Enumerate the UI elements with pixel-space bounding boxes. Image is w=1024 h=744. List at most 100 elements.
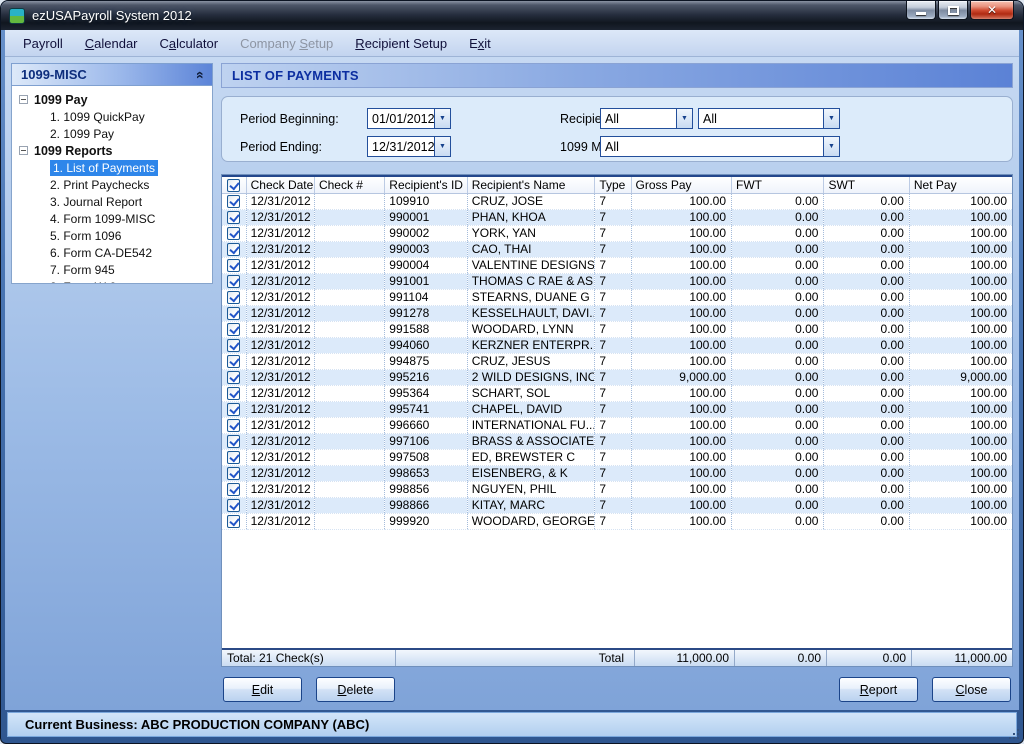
row-checkbox[interactable] <box>227 355 241 368</box>
col-recipient-name[interactable]: Recipient's Name <box>466 175 595 194</box>
expander-icon[interactable] <box>19 146 28 155</box>
tree-item-label[interactable]: 7. Form 945 <box>50 262 115 277</box>
tree-item-1099-pay[interactable]: 1099 Pay <box>17 91 210 108</box>
dropdown-arrow-icon[interactable]: ▼ <box>434 137 450 156</box>
tree-item-label[interactable]: 2. 1099 Pay <box>50 126 115 141</box>
tree-item-1099-reports[interactable]: 1099 Reports <box>17 142 210 159</box>
tree-item-label[interactable]: 5. Form 1096 <box>50 228 122 243</box>
row-checkbox[interactable] <box>227 211 241 224</box>
row-checkbox[interactable] <box>227 499 241 512</box>
period-beginning-value[interactable]: 01/01/2012 <box>372 111 434 126</box>
row-checkbox[interactable] <box>227 195 241 208</box>
select-all-checkbox[interactable] <box>227 178 241 192</box>
row-checkbox[interactable] <box>227 307 241 320</box>
tree-item-label[interactable]: 1. List of Payments <box>50 159 159 176</box>
row-checkbox-cell[interactable] <box>222 433 247 450</box>
row-checkbox-cell[interactable] <box>222 257 247 274</box>
table-row[interactable]: 12/31/2012 997106 BRASS & ASSOCIATES 7 1… <box>222 433 1012 450</box>
tree-item-8-form-w-9[interactable]: 8. Form W-9 <box>17 278 210 284</box>
tree-item-label[interactable]: 6. Form CA-DE542 <box>50 245 153 260</box>
table-row[interactable]: 12/31/2012 997508 ED, BREWSTER C 7 100.0… <box>222 449 1012 466</box>
tree-item-label[interactable]: 8. Form W-9 <box>50 280 116 284</box>
table-row[interactable]: 12/31/2012 990001 PHAN, KHOA 7 100.00 0.… <box>222 209 1012 226</box>
tree-item-label[interactable]: 4. Form 1099-MISC <box>50 211 156 226</box>
row-checkbox-cell[interactable] <box>222 417 247 434</box>
row-checkbox[interactable] <box>227 403 241 416</box>
tree-item-label[interactable]: 3. Journal Report <box>50 194 143 209</box>
row-checkbox[interactable] <box>227 227 241 240</box>
edit-button[interactable]: Edit <box>223 677 302 702</box>
table-row[interactable]: 12/31/2012 994060 KERZNER ENTERPR... 7 1… <box>222 337 1012 354</box>
row-checkbox-cell[interactable] <box>222 353 247 370</box>
resize-grip[interactable] <box>1008 728 1020 740</box>
close-window-button[interactable]: ✕ <box>970 1 1014 20</box>
table-row[interactable]: 12/31/2012 991588 WOODARD, LYNN 7 100.00… <box>222 321 1012 338</box>
row-checkbox[interactable] <box>227 435 241 448</box>
select-all-cell[interactable] <box>222 175 247 194</box>
row-checkbox-cell[interactable] <box>222 497 247 514</box>
table-row[interactable]: 12/31/2012 995216 2 WILD DESIGNS, INC 7 … <box>222 369 1012 386</box>
col-type[interactable]: Type <box>594 175 632 194</box>
row-checkbox[interactable] <box>227 323 241 336</box>
period-ending-input[interactable]: 12/31/2012 ▼ <box>367 136 451 157</box>
table-row[interactable]: 12/31/2012 995364 SCHART, SOL 7 100.00 0… <box>222 385 1012 402</box>
sidebar-header[interactable]: 1099-MISC « <box>11 63 213 86</box>
tree-item-4-form-1099-misc[interactable]: 4. Form 1099-MISC <box>17 210 210 227</box>
row-checkbox-cell[interactable] <box>222 369 247 386</box>
col-gross-pay[interactable]: Gross Pay <box>630 175 732 194</box>
table-row[interactable]: 12/31/2012 994875 CRUZ, JESUS 7 100.00 0… <box>222 353 1012 370</box>
row-checkbox[interactable] <box>227 339 241 352</box>
dropdown-arrow-icon[interactable]: ▼ <box>676 109 692 128</box>
row-checkbox-cell[interactable] <box>222 305 247 322</box>
period-ending-value[interactable]: 12/31/2012 <box>372 139 434 154</box>
row-checkbox-cell[interactable] <box>222 289 247 306</box>
table-row[interactable]: 12/31/2012 998856 NGUYEN, PHIL 7 100.00 … <box>222 481 1012 498</box>
row-checkbox[interactable] <box>227 275 241 288</box>
table-row[interactable]: 12/31/2012 995741 CHAPEL, DAVID 7 100.00… <box>222 401 1012 418</box>
tree-item-1-list-of-payments[interactable]: 1. List of Payments <box>17 159 210 176</box>
row-checkbox[interactable] <box>227 387 241 400</box>
menu-item-exit[interactable]: Exit <box>469 35 491 51</box>
col-fwt[interactable]: FWT <box>731 175 824 194</box>
table-row[interactable]: 12/31/2012 990004 VALENTINE DESIGNS 7 10… <box>222 257 1012 274</box>
row-checkbox-cell[interactable] <box>222 193 247 210</box>
table-row[interactable]: 12/31/2012 109910 CRUZ, JOSE 7 100.00 0.… <box>222 193 1012 210</box>
col-swt[interactable]: SWT <box>823 175 910 194</box>
tree-item-label[interactable]: 1099 Reports <box>34 143 113 158</box>
col-net-pay[interactable]: Net Pay <box>908 175 1012 194</box>
tree-item-label[interactable]: 2. Print Paychecks <box>50 177 150 192</box>
menu-item-calculator[interactable]: Calculator <box>159 35 219 51</box>
misc-type-value[interactable]: All <box>605 139 619 154</box>
table-row[interactable]: 12/31/2012 990002 YORK, YAN 7 100.00 0.0… <box>222 225 1012 242</box>
recipient-select-1-value[interactable]: All <box>605 111 619 126</box>
tree-item-1-1099-quickpay[interactable]: 1. 1099 QuickPay <box>17 108 210 125</box>
row-checkbox-cell[interactable] <box>222 385 247 402</box>
maximize-button[interactable] <box>938 1 968 20</box>
table-row[interactable]: 12/31/2012 991278 KESSELHAULT, DAVI... 7… <box>222 305 1012 322</box>
tree-item-3-journal-report[interactable]: 3. Journal Report <box>17 193 210 210</box>
minimize-button[interactable] <box>906 1 936 20</box>
dropdown-arrow-icon[interactable]: ▼ <box>823 109 839 128</box>
menu-item-calendar[interactable]: Calendar <box>84 35 138 51</box>
row-checkbox-cell[interactable] <box>222 321 247 338</box>
tree-item-7-form-945[interactable]: 7. Form 945 <box>17 261 210 278</box>
recipient-select-2[interactable]: All ▼ <box>698 108 840 129</box>
col-check-number[interactable]: Check # <box>313 175 385 194</box>
row-checkbox-cell[interactable] <box>222 449 247 466</box>
table-row[interactable]: 12/31/2012 998866 KITAY, MARC 7 100.00 0… <box>222 497 1012 514</box>
tree-item-label[interactable]: 1. 1099 QuickPay <box>50 109 145 124</box>
col-recipient-id[interactable]: Recipient's ID <box>384 175 468 194</box>
tree-item-label[interactable]: 1099 Pay <box>34 92 88 107</box>
row-checkbox-cell[interactable] <box>222 225 247 242</box>
menu-item-payroll[interactable]: Payroll <box>23 35 63 51</box>
row-checkbox[interactable] <box>227 483 241 496</box>
row-checkbox-cell[interactable] <box>222 209 247 226</box>
dropdown-arrow-icon[interactable]: ▼ <box>823 137 839 156</box>
recipient-select-1[interactable]: All ▼ <box>600 108 693 129</box>
table-row[interactable]: 12/31/2012 999920 WOODARD, GEORGE 7 100.… <box>222 513 1012 530</box>
report-button[interactable]: Report <box>839 677 918 702</box>
table-row[interactable]: 12/31/2012 996660 INTERNATIONAL FU... 7 … <box>222 417 1012 434</box>
row-checkbox[interactable] <box>227 515 241 528</box>
row-checkbox-cell[interactable] <box>222 241 247 258</box>
table-row[interactable]: 12/31/2012 991104 STEARNS, DUANE G 7 100… <box>222 289 1012 306</box>
